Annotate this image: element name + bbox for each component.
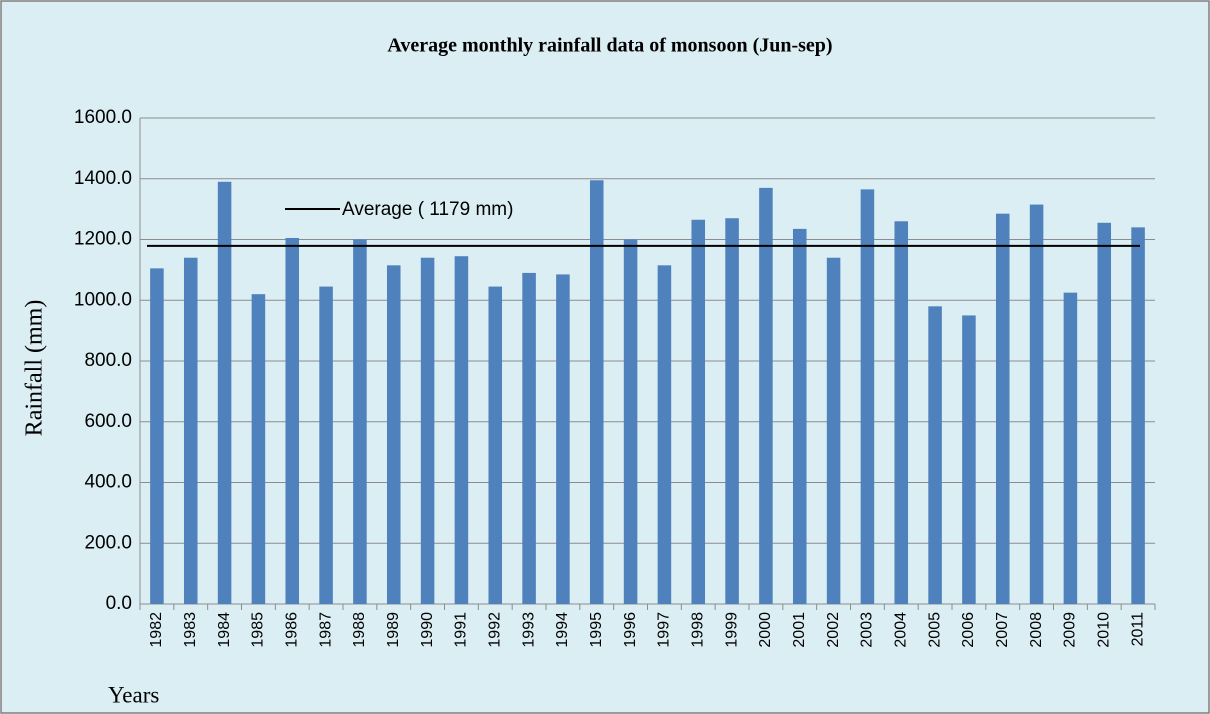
x-tick-label: 1996 <box>622 612 639 648</box>
x-tick-label: 2003 <box>859 612 876 648</box>
x-tick-label: 2007 <box>994 612 1011 648</box>
x-tick-label: 1992 <box>486 612 503 648</box>
x-tick-label: 1982 <box>148 612 165 648</box>
bar <box>285 237 300 604</box>
x-tick-label: 1984 <box>216 612 233 648</box>
average-label: Average ( 1179 mm) <box>342 199 513 220</box>
y-tick-label: 200.0 <box>84 532 132 553</box>
x-axis-label: Years <box>108 682 159 707</box>
y-tick-label: 600.0 <box>84 411 132 432</box>
x-tick-label: 1999 <box>723 612 740 648</box>
bar <box>928 306 942 604</box>
x-tick-label: 1993 <box>520 612 537 648</box>
x-tick-label: 2000 <box>757 612 774 648</box>
bar <box>995 213 1010 604</box>
bar <box>759 187 773 605</box>
x-tick-label: 2005 <box>926 612 943 648</box>
x-tick-label: 1985 <box>250 612 267 648</box>
bar <box>386 265 401 604</box>
bar <box>217 181 232 604</box>
chart-title: Average monthly rainfall data of monsoon… <box>387 35 832 57</box>
x-tick-label: 2011 <box>1129 612 1146 647</box>
x-tick-label: 1995 <box>588 612 605 648</box>
bar <box>1131 227 1145 604</box>
bar <box>657 265 672 604</box>
bar <box>792 228 807 604</box>
x-tick-label: 1998 <box>689 612 706 648</box>
bar <box>522 272 536 604</box>
bar <box>251 294 266 604</box>
bar <box>826 257 841 604</box>
x-tick-label: 1990 <box>419 612 436 648</box>
y-tick-label: 1000.0 <box>74 289 132 310</box>
bar <box>623 239 638 604</box>
y-tick-label: 800.0 <box>84 350 132 371</box>
x-tick-label: 2010 <box>1095 612 1112 648</box>
bar <box>556 274 570 604</box>
bar <box>183 257 198 604</box>
bar <box>589 180 604 605</box>
x-tick-label: 1988 <box>351 612 368 648</box>
bar <box>860 189 875 604</box>
x-tick-label: 1994 <box>554 612 571 648</box>
bar <box>319 286 333 604</box>
y-tick-label: 400.0 <box>84 472 132 493</box>
x-tick-label: 1989 <box>385 612 402 648</box>
x-tick-label: 2002 <box>825 612 842 648</box>
bar <box>725 218 739 605</box>
x-tick-label: 2001 <box>791 612 808 648</box>
bar <box>454 256 469 604</box>
x-tick-label: 2008 <box>1028 612 1045 648</box>
bar <box>962 315 976 604</box>
y-tick-label: 1200.0 <box>74 229 132 250</box>
bar <box>488 286 503 604</box>
x-tick-label: 1991 <box>453 612 470 648</box>
x-tick-label: 1997 <box>656 612 673 648</box>
bar <box>1029 204 1044 604</box>
bar <box>420 257 435 604</box>
x-tick-label: 1986 <box>283 612 300 648</box>
y-tick-label: 0.0 <box>106 593 132 614</box>
x-tick-label: 1987 <box>317 612 334 648</box>
x-tick-label: 2004 <box>892 612 909 648</box>
bar <box>353 239 367 604</box>
y-tick-label: 1400.0 <box>74 168 132 189</box>
bar <box>1097 222 1112 604</box>
bar <box>1063 292 1078 604</box>
y-axis-label: Rainfall (mm) <box>22 300 48 437</box>
bar <box>691 219 706 604</box>
x-tick-label: 2006 <box>960 612 977 648</box>
bar <box>894 221 909 604</box>
y-tick-label: 1600.0 <box>74 107 132 128</box>
bar <box>150 268 164 604</box>
x-tick-label: 1983 <box>182 612 199 648</box>
x-tick-label: 2009 <box>1062 612 1079 648</box>
